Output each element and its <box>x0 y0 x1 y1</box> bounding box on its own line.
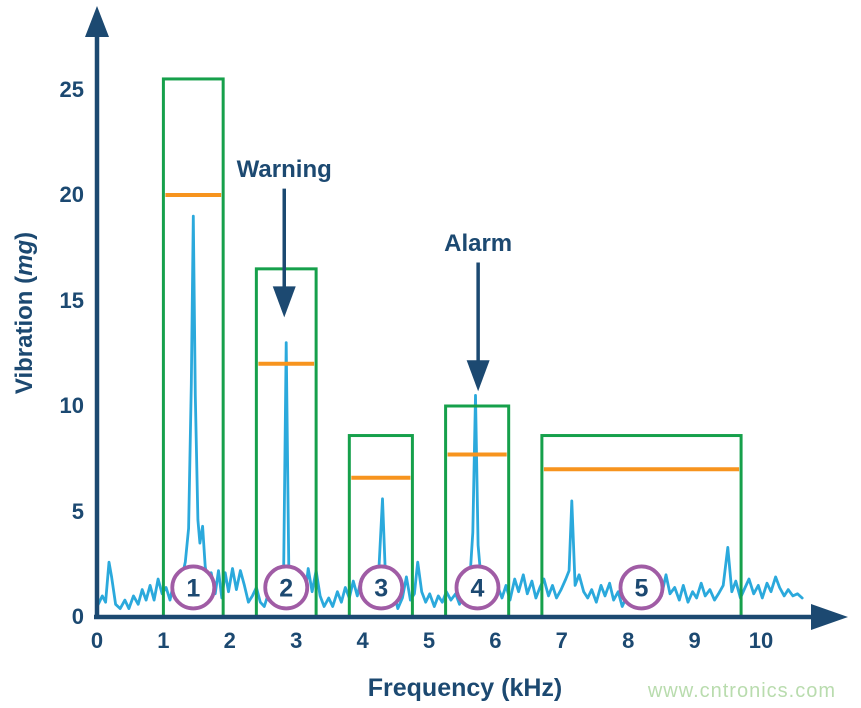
y-tick-label-20: 20 <box>59 182 84 207</box>
y-tick-label-25: 25 <box>59 76 84 102</box>
band-number-circle-3 <box>358 564 405 611</box>
band-number-label-5: 5 <box>635 574 649 602</box>
y-axis-title-unit: mg <box>11 239 38 276</box>
y-axis-title-suffix: ) <box>11 231 38 240</box>
alarm-arrow-head-icon <box>466 360 490 392</box>
warning-annotation-label: Warning <box>236 155 332 183</box>
x-tick-label-8: 8 <box>622 628 635 653</box>
x-tick-label-6: 6 <box>489 628 502 653</box>
spectrum-trace <box>96 214 804 610</box>
y-tick-label-5: 5 <box>71 498 84 524</box>
x-axis-title: Frequency (kHz) <box>367 674 563 702</box>
band-number-label-4: 4 <box>471 574 485 602</box>
y-tick-label-0: 0 <box>71 604 84 629</box>
band-number-label-3: 3 <box>374 574 388 602</box>
x-tick-label-1: 1 <box>157 628 170 653</box>
y-axis-title-prefix: Vibration ( <box>11 275 38 395</box>
band-number-circle-4 <box>454 564 501 611</box>
warning-arrow-head-icon <box>272 286 296 318</box>
x-tick-label-4: 4 <box>356 628 369 653</box>
x-axis-arrowhead-icon <box>811 604 848 630</box>
band-number-circle-2 <box>263 564 310 611</box>
band-number-circle-1 <box>170 564 217 611</box>
y-tick-label-15: 15 <box>59 287 84 313</box>
x-tick-label-9: 9 <box>688 628 701 653</box>
band-number-circle-5 <box>618 564 665 611</box>
x-tick-label-5: 5 <box>422 628 436 653</box>
band-number-label-1: 1 <box>186 574 200 602</box>
x-tick-label-7: 7 <box>555 628 568 653</box>
x-tick-label-10: 10 <box>748 628 774 653</box>
y-axis-arrowhead-icon <box>85 6 109 37</box>
alarm-annotation-label: Alarm <box>444 229 513 257</box>
band-number-label-2: 2 <box>279 574 293 602</box>
x-tick-label-2: 2 <box>223 628 236 653</box>
x-tick-label-3: 3 <box>290 628 303 653</box>
x-tick-label-0: 0 <box>90 628 104 653</box>
y-tick-label-10: 10 <box>59 393 84 418</box>
watermark-text: www.cntronics.com <box>647 680 836 702</box>
